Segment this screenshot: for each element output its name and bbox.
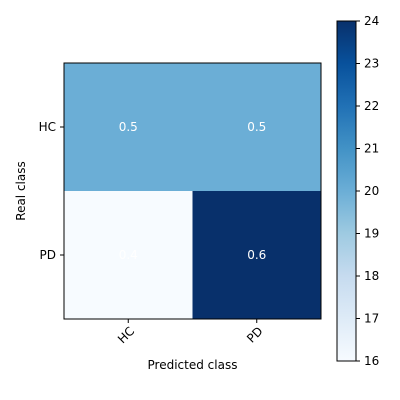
colorbar-tick-label-19: 19 [364, 227, 379, 241]
matrix-frame [63, 62, 322, 320]
x-axis-label: Predicted class [148, 358, 238, 372]
colorbar-tick-label-21: 21 [364, 142, 379, 156]
y-axis: HC PD [39, 120, 64, 262]
colorbar-tick-label-23: 23 [364, 57, 379, 71]
heatmap-cell-hc-pd [192, 63, 321, 191]
colorbar-tick-label-18: 18 [364, 269, 379, 283]
heatmap-cell-pd-pd [192, 191, 321, 319]
colorbar-tick-label-17: 17 [364, 312, 379, 326]
cell-label-pd-hc: 0.4 [119, 248, 138, 262]
colorbar-tick-label-16: 16 [364, 354, 379, 368]
cell-label-hc-pd: 0.5 [247, 120, 266, 134]
x-tick-label-pd: PD [244, 324, 266, 346]
y-tick-label-pd: PD [40, 248, 56, 262]
colorbar-tick-label-22: 22 [364, 99, 379, 113]
colorbar: 16 17 18 19 20 21 22 23 24 [336, 14, 379, 368]
x-axis: HC PD [115, 319, 266, 346]
colorbar-gradient [337, 21, 356, 361]
y-axis-label: Real class [14, 161, 28, 220]
colorbar-tick-label-20: 20 [364, 184, 379, 198]
y-tick-label-hc: HC [39, 120, 56, 134]
x-tick-label-hc: HC [115, 324, 137, 346]
heatmap-cell-hc-hc [64, 63, 193, 191]
cell-label-hc-hc: 0.5 [119, 120, 138, 134]
cell-label-pd-pd: 0.6 [247, 248, 266, 262]
colorbar-tick-label-24: 24 [364, 14, 379, 28]
heatmap-cell-pd-hc [64, 191, 193, 319]
matrix: 0.5 0.5 0.4 0.6 [63, 62, 322, 320]
